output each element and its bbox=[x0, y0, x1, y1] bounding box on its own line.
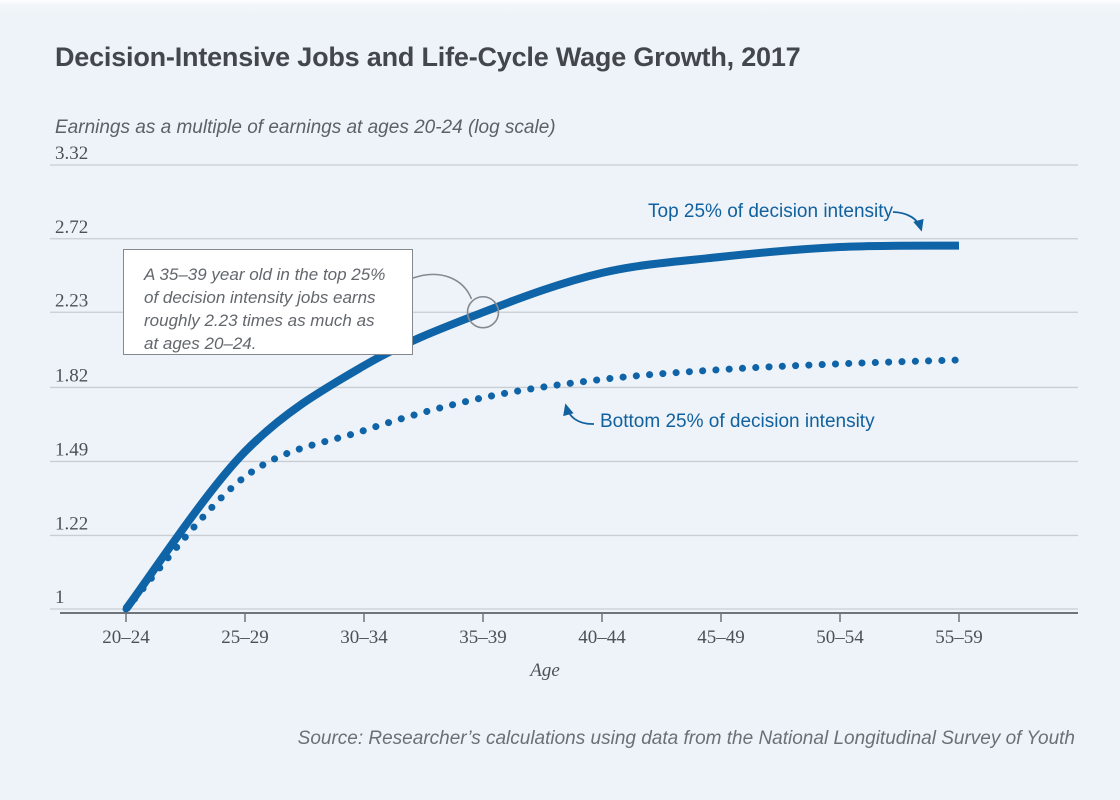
annotation-circle bbox=[466, 295, 500, 329]
annotation-text-line: roughly 2.23 times as much as bbox=[144, 311, 375, 330]
x-tick-label: 50–54 bbox=[816, 627, 864, 648]
series-line-bottom-25 bbox=[122, 356, 963, 613]
x-tick-label: 30–34 bbox=[340, 627, 388, 648]
x-tick-label: 45–49 bbox=[697, 627, 745, 648]
y-tick-label: 1 bbox=[55, 587, 65, 608]
series-line-top-25 bbox=[122, 241, 960, 612]
bottom-series-label: Bottom 25% of decision intensity bbox=[600, 411, 875, 432]
annotation-callout-line bbox=[412, 273, 473, 300]
y-axis-title: Earnings as a multiple of earnings at ag… bbox=[55, 117, 556, 138]
y-tick-label: 1.22 bbox=[55, 513, 88, 534]
y-tick-label: 3.32 bbox=[55, 143, 88, 164]
x-tick-label: 35–39 bbox=[459, 627, 507, 648]
y-tick-label: 1.49 bbox=[55, 439, 88, 460]
x-tick-label: 25–29 bbox=[221, 627, 269, 648]
annotation-text-line: of decision intensity jobs earns bbox=[144, 288, 376, 307]
x-tick-label: 40–44 bbox=[578, 627, 626, 648]
bottom-series-arrow bbox=[563, 403, 595, 425]
chart-title: Decision-Intensive Jobs and Life-Cycle W… bbox=[55, 42, 801, 72]
x-tick-label: 20–24 bbox=[102, 627, 150, 648]
annotation-text-line: at ages 20–24. bbox=[144, 334, 257, 353]
x-axis-title: Age bbox=[530, 660, 560, 681]
annotation-box: A 35–39 year old in the top 25% of decis… bbox=[123, 249, 413, 355]
source-note: Source: Researcher’s calculations using … bbox=[297, 728, 1075, 749]
y-tick-label: 2.72 bbox=[55, 217, 88, 238]
top-series-arrow bbox=[892, 211, 924, 232]
top-series-label: Top 25% of decision intensity bbox=[648, 201, 894, 222]
x-tick-label: 55–59 bbox=[935, 627, 983, 648]
annotation-text-line: A 35–39 year old in the top 25% bbox=[144, 265, 386, 284]
y-tick-label: 2.23 bbox=[55, 290, 88, 311]
y-tick-label: 1.82 bbox=[55, 365, 88, 386]
